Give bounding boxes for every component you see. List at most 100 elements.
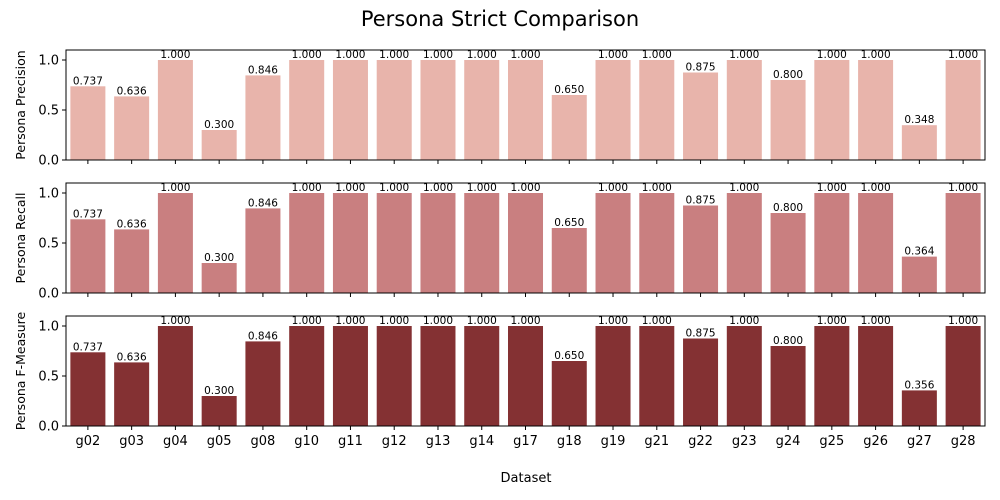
value-label: 1.000 (467, 315, 497, 327)
value-label: 0.650 (554, 350, 584, 362)
x-tick-label: g08 (251, 434, 276, 449)
x-tick-label: g19 (601, 434, 626, 449)
y-tick-label: 0.0 (38, 420, 59, 435)
value-label: 1.000 (160, 182, 190, 194)
chart-title: Persona Strict Comparison (361, 7, 639, 31)
bar-g02 (70, 352, 106, 426)
value-label: 1.000 (729, 182, 759, 194)
value-label: 0.636 (117, 218, 147, 230)
bar-g03 (114, 229, 150, 293)
bar-g22 (683, 205, 719, 293)
y-tick-label: 1.0 (38, 320, 59, 335)
value-label: 0.875 (686, 62, 716, 74)
value-label: 1.000 (379, 182, 409, 194)
bar-g18 (551, 361, 587, 426)
bar-g05 (201, 130, 237, 160)
value-label: 0.875 (686, 328, 716, 340)
value-label: 0.364 (904, 246, 934, 258)
bar-g22 (683, 338, 719, 426)
bar-g21 (639, 193, 675, 293)
value-label: 1.000 (292, 315, 322, 327)
value-label: 1.000 (948, 182, 978, 194)
value-label: 1.000 (423, 49, 453, 61)
bar-g02 (70, 86, 106, 160)
x-tick-label: g03 (119, 434, 144, 449)
value-label: 1.000 (160, 315, 190, 327)
bar-g24 (770, 213, 806, 293)
bar-g28 (945, 326, 981, 426)
bar-g28 (945, 60, 981, 160)
bar-g08 (245, 208, 281, 293)
value-label: 1.000 (817, 182, 847, 194)
bar-g23 (726, 326, 762, 426)
bar-g10 (289, 60, 325, 160)
y-tick-label: 0.0 (38, 154, 59, 169)
value-label: 1.000 (642, 49, 672, 61)
bar-g24 (770, 80, 806, 160)
value-label: 1.000 (510, 315, 540, 327)
value-label: 0.800 (773, 69, 803, 81)
value-label: 1.000 (861, 182, 891, 194)
value-label: 1.000 (729, 49, 759, 61)
value-label: 0.650 (554, 84, 584, 96)
value-label: 0.636 (117, 85, 147, 97)
bar-g18 (551, 228, 587, 293)
bar-g22 (683, 72, 719, 160)
bar-g04 (157, 326, 193, 426)
value-label: 1.000 (598, 315, 628, 327)
y-tick-label: 0.5 (38, 370, 59, 385)
value-label: 0.300 (204, 119, 234, 131)
value-label: 1.000 (335, 182, 365, 194)
value-label: 1.000 (598, 49, 628, 61)
bar-g27 (901, 390, 937, 426)
value-label: 0.737 (73, 75, 103, 87)
value-label: 1.000 (817, 49, 847, 61)
bar-g23 (726, 193, 762, 293)
x-tick-label: g13 (426, 434, 451, 449)
bar-g27 (901, 125, 937, 160)
value-label: 1.000 (467, 49, 497, 61)
y-tick-label: 0.5 (38, 104, 59, 119)
value-label: 0.875 (686, 195, 716, 207)
value-label: 1.000 (423, 315, 453, 327)
x-tick-label: g02 (75, 434, 100, 449)
x-tick-label: g23 (732, 434, 757, 449)
x-tick-label: g14 (469, 434, 494, 449)
bar-g14 (464, 326, 500, 426)
bar-g10 (289, 326, 325, 426)
bar-g21 (639, 326, 675, 426)
value-label: 0.846 (248, 330, 278, 342)
bar-g19 (595, 193, 631, 293)
value-label: 1.000 (292, 182, 322, 194)
bar-g17 (508, 60, 544, 160)
x-tick-label: g17 (513, 434, 538, 449)
value-label: 0.737 (73, 341, 103, 353)
bar-g17 (508, 326, 544, 426)
value-label: 1.000 (861, 49, 891, 61)
bar-g25 (814, 326, 850, 426)
y-tick-label: 0.0 (38, 287, 59, 302)
value-label: 0.800 (773, 335, 803, 347)
bar-g19 (595, 60, 631, 160)
bar-g14 (464, 193, 500, 293)
value-label: 0.846 (248, 64, 278, 76)
y-axis-label: Persona Recall (13, 193, 28, 284)
x-tick-label: g04 (163, 434, 188, 449)
value-label: 0.300 (204, 252, 234, 264)
value-label: 0.636 (117, 351, 147, 363)
x-tick-label: g18 (557, 434, 582, 449)
value-label: 0.650 (554, 217, 584, 229)
panels: 0.737 0.636 1.000 0.300 0.846 1.000 1.000 1.000… (13, 49, 986, 449)
value-label: 1.000 (642, 315, 672, 327)
bar-g11 (332, 60, 368, 160)
panel-1: 0.737 0.636 1.000 0.300 0.846 1.000 1.000 1.000… (13, 49, 986, 169)
value-label: 1.000 (335, 315, 365, 327)
value-label: 1.000 (160, 49, 190, 61)
bar-g26 (858, 326, 894, 426)
bar-g10 (289, 193, 325, 293)
value-label: 1.000 (510, 49, 540, 61)
x-axis-label: Dataset (501, 471, 552, 486)
bar-g11 (332, 326, 368, 426)
bar-g05 (201, 396, 237, 426)
